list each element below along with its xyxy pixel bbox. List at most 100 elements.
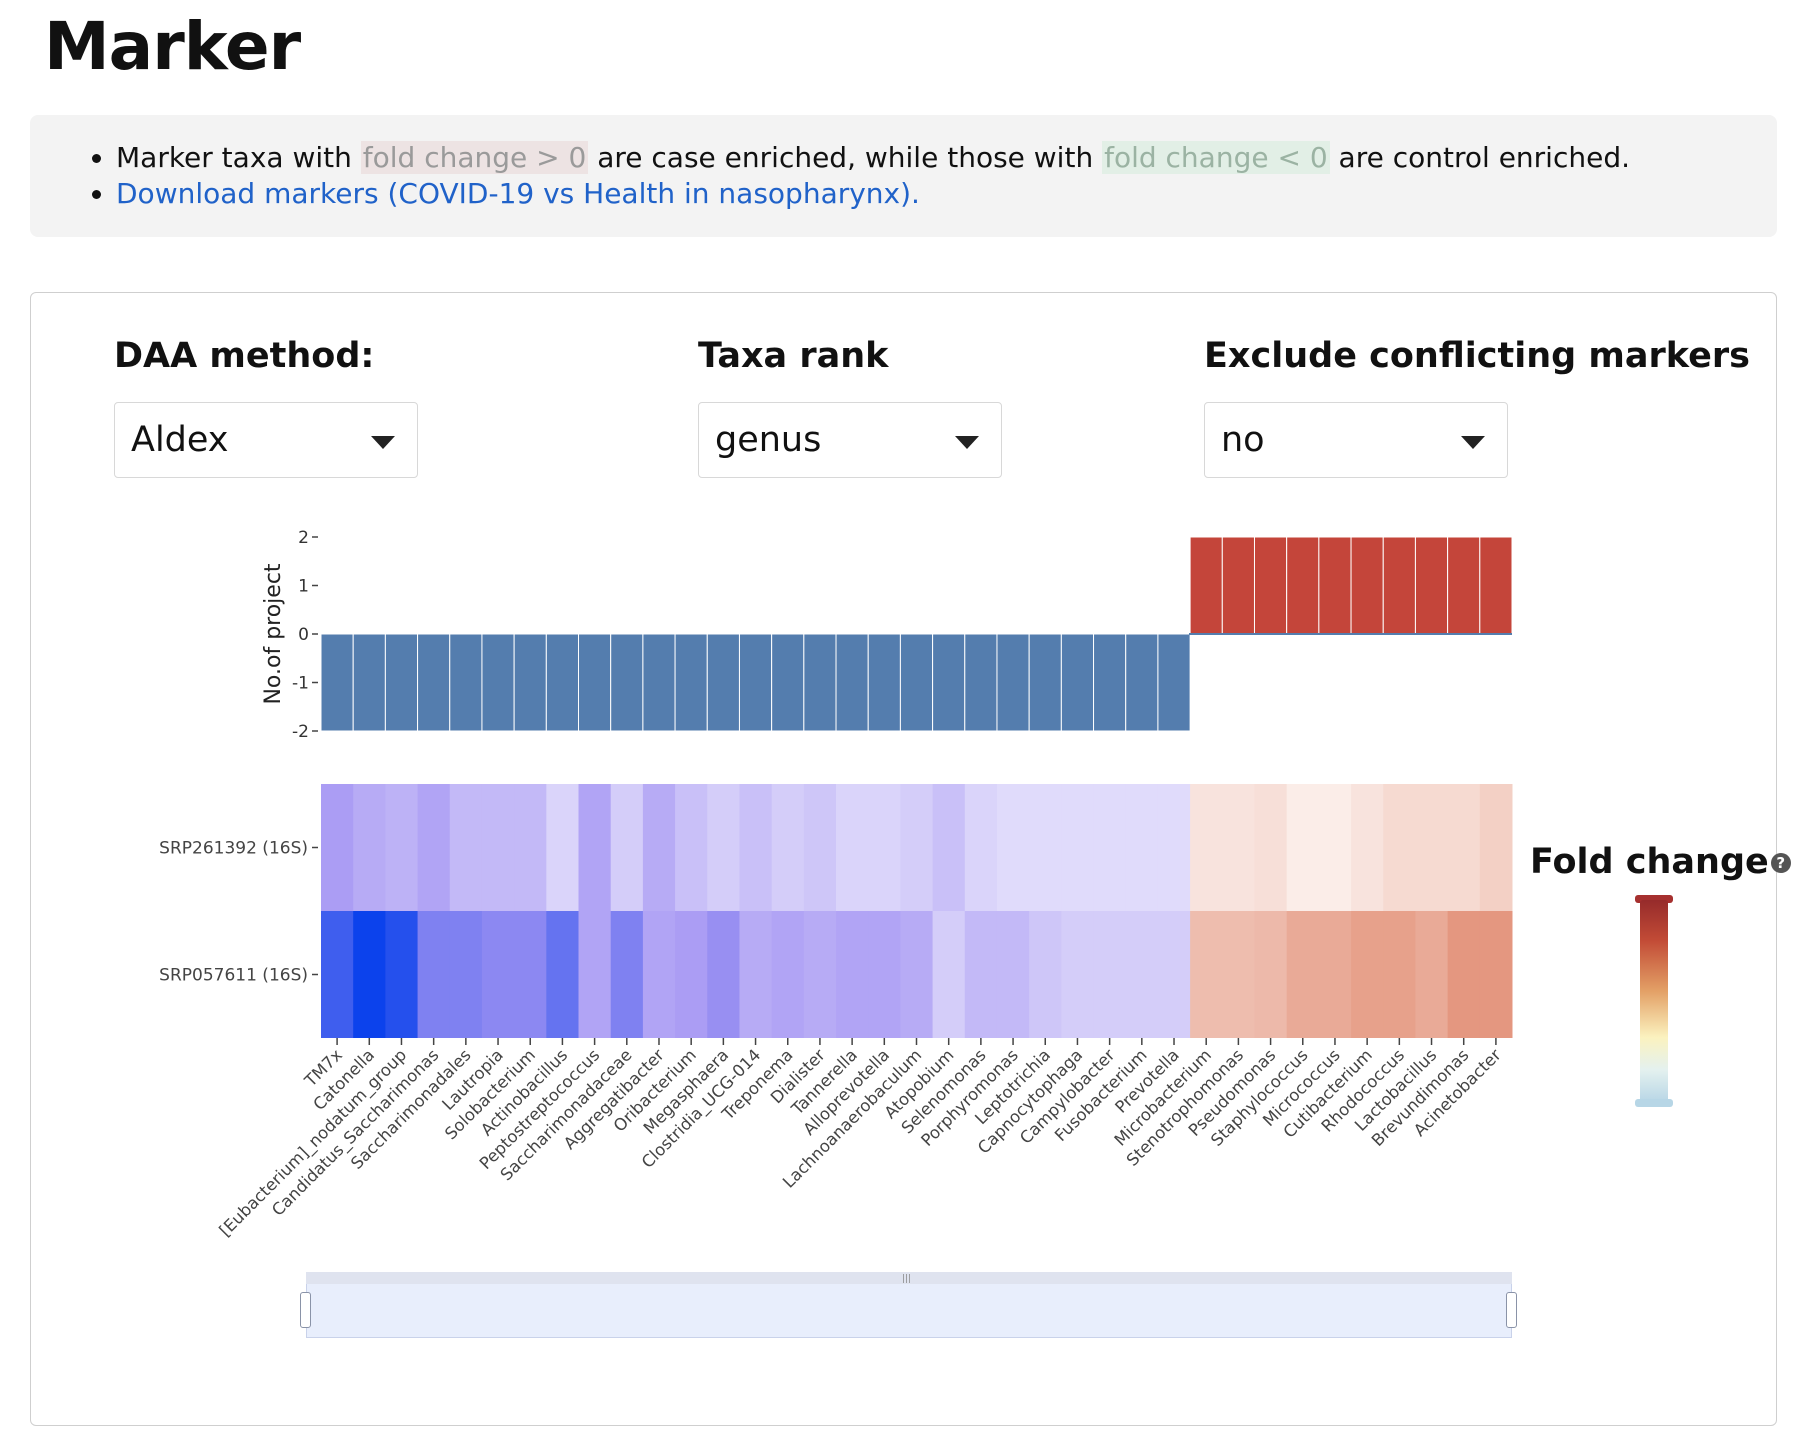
info-box: Marker taxa with fold change > 0 are cas…: [30, 115, 1777, 237]
heatmap-cell: [417, 784, 451, 911]
exclude-conflicting-label: Exclude conflicting markers: [1204, 336, 1750, 376]
colorbar-top-handle[interactable]: [1635, 895, 1673, 903]
download-markers-link[interactable]: Download markers (COVID-19 vs Health in …: [116, 177, 920, 210]
bar-Atopobium: [932, 633, 966, 732]
daa-method-value: Aldex: [131, 420, 229, 460]
heatmap-cell: [675, 911, 708, 1038]
bar-Clostridia_UCG-014: [738, 633, 773, 732]
bar-Fusobacterium: [1125, 633, 1159, 732]
bar-Megasphaera: [706, 633, 740, 732]
bar-y-tick-label: 2: [298, 528, 309, 548]
heatmap-cell: [1061, 911, 1095, 1038]
heatmap-cell: [385, 911, 419, 1038]
heatmap-cell: [642, 911, 676, 1038]
heatmap-cell: [321, 911, 354, 1038]
bar-Lachnoanaerobaculum: [899, 633, 934, 732]
heatmap-cell: [1093, 784, 1127, 911]
heatmap-cell: [449, 911, 483, 1038]
info-text: Marker taxa with: [116, 141, 361, 174]
range-slider-left-handle[interactable]: [300, 1292, 311, 1328]
bar-Stenotrophomonas: [1221, 536, 1255, 635]
bar-Capnocytophaga: [1060, 633, 1095, 732]
heatmap-cell: [514, 784, 547, 911]
heatmap-cell: [578, 911, 612, 1038]
heatmap-cell: [1222, 911, 1255, 1038]
heatmap-cell: [1029, 911, 1062, 1038]
heatmap-cell: [578, 784, 612, 911]
heatmap-row-label: SRP261392 (16S): [159, 839, 308, 859]
heatmap-cell: [675, 784, 708, 911]
heatmap-cell: [932, 784, 966, 911]
bar-Campylobacter: [1093, 633, 1127, 732]
heatmap-cell: [1190, 784, 1223, 911]
grip-icon: |||: [902, 1274, 912, 1284]
fold-change-colorbar: [1640, 900, 1668, 1102]
heatmap-cell: [771, 784, 805, 911]
heatmap-cell: [868, 911, 901, 1038]
bar-[Eubacterium]_nodatum_group: [384, 633, 419, 732]
heatmap-cell: [1286, 911, 1320, 1038]
heatmap-cell: [836, 784, 869, 911]
heatmap-cell: [1415, 784, 1449, 911]
bar-Acinetobacter: [1479, 536, 1513, 635]
daa-method-select[interactable]: Aldex: [114, 402, 418, 478]
range-slider-right-handle[interactable]: [1506, 1292, 1517, 1328]
chevron-down-icon: [1461, 436, 1485, 449]
bar-Porphyromonas: [996, 633, 1030, 732]
bar-Saccharimonadales: [449, 633, 483, 732]
bar-Microbacterium: [1189, 536, 1223, 635]
heatmap-cell: [1093, 911, 1127, 1038]
heatmap-cell: [1383, 784, 1416, 911]
heatmap-cell: [1157, 911, 1191, 1038]
info-item-download: Download markers (COVID-19 vs Health in …: [116, 176, 1630, 212]
heatmap-cell: [385, 784, 419, 911]
heatmap-cell: [739, 911, 773, 1038]
taxa-rank-value: genus: [715, 420, 822, 460]
bar-Staphylococcus: [1286, 536, 1320, 635]
heatmap-cell: [1190, 911, 1223, 1038]
heatmap-cell: [1125, 911, 1159, 1038]
chevron-down-icon: [371, 436, 395, 449]
heatmap-cell: [481, 911, 515, 1038]
bar-Leptotrichia: [1028, 633, 1062, 732]
heatmap-cell: [707, 784, 740, 911]
daa-method-label: DAA method:: [114, 336, 375, 376]
bar-y-tick-label: -2: [292, 722, 309, 742]
heatmap-cell: [1479, 911, 1513, 1038]
heatmap-cell: [996, 784, 1030, 911]
heatmap-cell: [417, 911, 451, 1038]
heatmap-cell: [707, 911, 740, 1038]
exclude-conflicting-select[interactable]: no: [1204, 402, 1508, 478]
case-highlight: fold change > 0: [360, 141, 589, 174]
taxa-rank-select[interactable]: genus: [698, 402, 1002, 478]
bar-Candidatus_Saccharimonas: [417, 633, 451, 732]
heatmap-cell: [836, 911, 869, 1038]
bar-Micrococcus: [1318, 536, 1352, 635]
bar-Solobacterium: [513, 633, 547, 732]
heatmap-cell: [1318, 784, 1352, 911]
bar-y-axis-label: No.of project: [261, 563, 286, 704]
bar-y-tick-label: -1: [292, 674, 309, 694]
bar-y-tick-label: 0: [298, 625, 309, 645]
info-item-enrichment: Marker taxa with fold change > 0 are cas…: [116, 140, 1630, 176]
bar-Lautropia: [481, 633, 515, 732]
bar-Aggregatibacter: [642, 633, 676, 732]
heatmap-cell: [546, 911, 580, 1038]
heatmap-cell: [1383, 911, 1416, 1038]
heatmap-cell: [546, 784, 580, 911]
bar-Lactobacillus: [1414, 536, 1449, 635]
heatmap-cell: [353, 911, 386, 1038]
bar-Pseudomonas: [1253, 536, 1288, 635]
heatmap-cell: [1125, 784, 1159, 911]
heatmap-cell: [739, 784, 773, 911]
colorbar-bottom-handle[interactable]: [1635, 1099, 1673, 1107]
heatmap-cell: [321, 784, 354, 911]
bar-Oribacterium: [674, 633, 708, 732]
heatmap-cell: [1061, 784, 1095, 911]
heatmap-cell: [1447, 784, 1481, 911]
bar-Prevotella: [1157, 633, 1191, 732]
heatmap-cell: [1447, 911, 1481, 1038]
help-icon[interactable]: ?: [1770, 853, 1791, 873]
range-slider-track[interactable]: [306, 1272, 1512, 1284]
